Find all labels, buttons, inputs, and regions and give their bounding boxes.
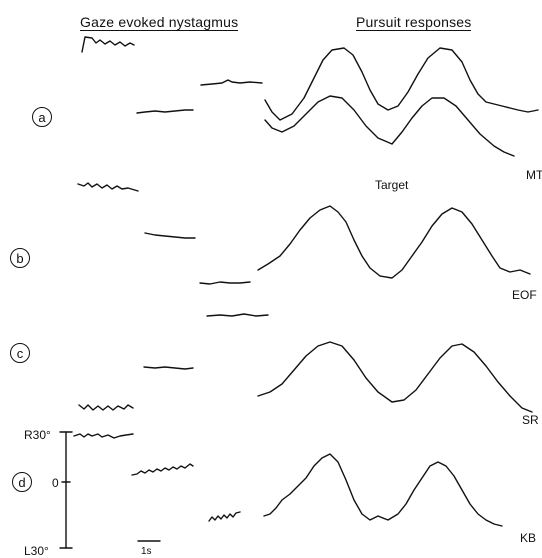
trace-d-gaze-3 <box>208 511 241 522</box>
trace-b-gaze-2 <box>144 232 196 239</box>
row-d-marker: d <box>12 472 32 492</box>
row-c-marker: c <box>10 343 30 363</box>
pursuit-responses-header: Pursuit responses <box>356 14 472 31</box>
scale-l30-label: L30° <box>24 544 49 558</box>
trace-a-target <box>264 95 515 157</box>
row-a-marker: a <box>32 107 52 127</box>
subject-label-a: MT <box>526 168 542 182</box>
scale-zero-label: 0 <box>52 476 59 490</box>
trace-c-gaze-3 <box>78 404 134 411</box>
target-label: Target <box>375 178 409 192</box>
trace-a-gaze-1 <box>81 36 135 53</box>
row-b-marker: b <box>10 248 30 268</box>
gaze-nystagmus-header: Gaze evoked nystagmus <box>80 14 239 31</box>
trace-d-gaze-1 <box>73 433 134 439</box>
time-scale-label: 1s <box>141 546 152 557</box>
scale-r30-label: R30° <box>24 428 51 442</box>
trace-d-pursuit <box>263 453 503 527</box>
subject-label-c: SR <box>522 413 539 427</box>
trace-c-gaze-1 <box>206 313 269 317</box>
trace-a-gaze-2 <box>136 109 194 114</box>
trace-c-pursuit <box>257 341 533 413</box>
trace-c-gaze-2 <box>143 366 194 370</box>
trace-a-gaze-3 <box>200 79 263 86</box>
trace-a-pursuit <box>264 47 539 121</box>
trace-b-gaze-3 <box>199 281 251 285</box>
trace-b-gaze-1 <box>77 182 139 192</box>
trace-d-gaze-2 <box>131 463 194 476</box>
subject-label-d: KB <box>520 531 537 545</box>
trace-b-pursuit <box>257 205 531 279</box>
subject-label-b: EOF <box>512 288 537 302</box>
